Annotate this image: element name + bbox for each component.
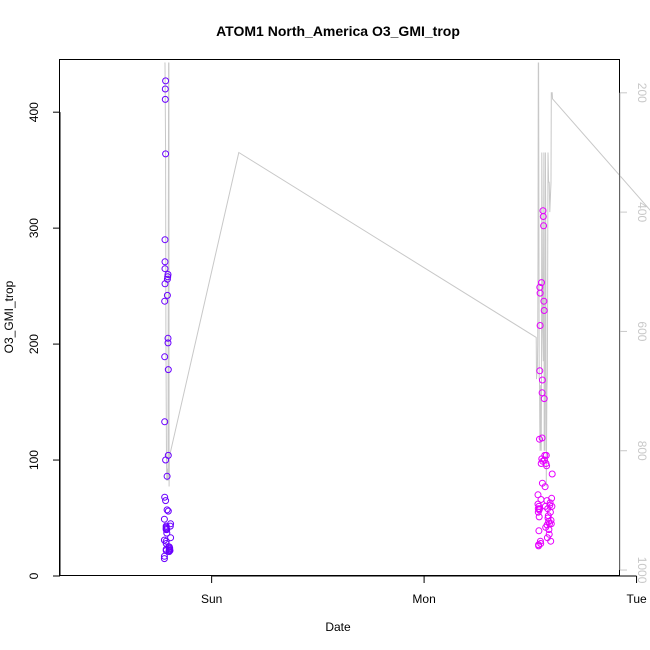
y-axis-left: 0 100 200 300 400 [27, 102, 61, 579]
data-point [161, 85, 169, 93]
data-point [163, 472, 171, 480]
y2-tick-label: 800 [635, 441, 649, 461]
data-point [161, 493, 169, 501]
data-point [162, 150, 170, 158]
plot-frame [59, 59, 620, 576]
data-point [536, 289, 544, 297]
data-point [164, 334, 172, 342]
data-point [161, 95, 169, 103]
data-point [537, 496, 545, 503]
y-tick-label: 300 [27, 218, 41, 238]
data-point [161, 418, 169, 426]
data-point [536, 505, 543, 513]
data-point [540, 297, 548, 305]
y-axis-label: O3_GMI_trop [2, 280, 16, 353]
data-point [548, 502, 556, 510]
data-point [547, 537, 555, 545]
data-point [538, 389, 546, 397]
data-point [162, 537, 170, 545]
data-point [161, 265, 169, 273]
data-point [165, 548, 173, 556]
data-point [162, 497, 170, 505]
data-point [160, 536, 168, 544]
data-point [164, 271, 172, 278]
data-point [538, 376, 546, 384]
data-point [536, 367, 544, 375]
data-point [162, 77, 170, 85]
data-point [536, 322, 544, 329]
data-point [160, 555, 168, 563]
data-point [166, 547, 174, 554]
data-point [548, 470, 556, 478]
data-point [167, 520, 175, 528]
data-point [161, 297, 169, 305]
data-point [538, 434, 546, 442]
x-tick-label: Sun [201, 592, 222, 606]
y2-tick-label: 1000 [635, 557, 649, 584]
data-point [161, 258, 169, 266]
x-axis-label: Date [325, 620, 351, 634]
data-point [164, 273, 172, 281]
data-point [536, 537, 544, 545]
data-point [547, 516, 555, 524]
data-point [541, 483, 549, 491]
data-point [163, 506, 171, 514]
y-tick-label: 100 [27, 450, 41, 470]
data-point [540, 222, 548, 230]
data-point [163, 526, 171, 534]
data-point [161, 236, 169, 244]
y2-tick-label: 200 [635, 83, 649, 103]
chart-title: ATOM1 North_America O3_GMI_trop [216, 23, 460, 39]
data-point [164, 339, 172, 347]
y-tick-label: 400 [27, 102, 41, 122]
pressure-line-layer [164, 62, 650, 487]
y-axis-right: 200 400 600 800 1000 [619, 83, 649, 584]
data-point [540, 395, 548, 403]
data-point [166, 522, 174, 530]
x-tick-label: Tue [626, 592, 647, 606]
data-point [163, 529, 171, 537]
y-tick-label: 200 [27, 334, 41, 354]
data-point [164, 507, 172, 515]
data-point [166, 544, 174, 552]
data-point [547, 520, 555, 528]
data-point [539, 213, 547, 220]
data-point [161, 353, 169, 361]
data-point [540, 307, 548, 314]
data-point [546, 499, 554, 507]
data-point [538, 279, 545, 287]
x-tick-label: Mon [412, 592, 435, 606]
data-point [164, 451, 172, 459]
y2-tick-label: 400 [635, 202, 649, 222]
data-point [535, 513, 543, 521]
pressure-series-line [164, 62, 650, 487]
data-point [542, 451, 550, 459]
scatter-points-layer [160, 77, 556, 563]
data-point [543, 462, 551, 470]
data-point [160, 515, 168, 523]
data-point [163, 275, 171, 283]
data-point [545, 530, 553, 538]
data-point [535, 527, 543, 535]
y-tick-label: 0 [27, 572, 41, 579]
data-point [163, 291, 171, 299]
data-point [164, 366, 172, 374]
data-point [167, 534, 175, 542]
y2-tick-label: 600 [635, 321, 649, 341]
data-point [537, 540, 545, 547]
data-point [548, 494, 556, 502]
x-axis: Sun Mon Tue [201, 575, 647, 606]
